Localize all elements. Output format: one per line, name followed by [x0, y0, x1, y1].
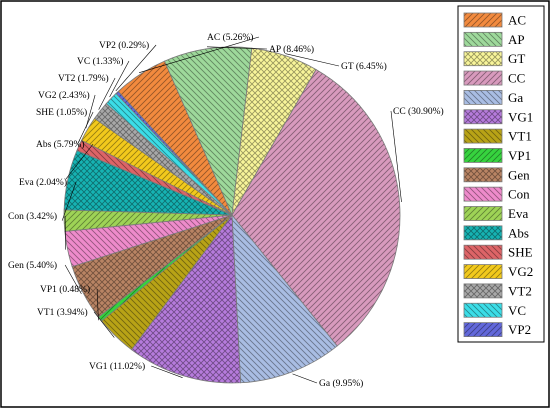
- slice-label-ap: AP (8.46%): [269, 44, 314, 55]
- legend-label-vp1: VP1: [508, 148, 531, 163]
- legend-label-con: Con: [508, 187, 530, 202]
- legend-label-ac: AC: [508, 13, 526, 28]
- callout-leader-cc: [390, 110, 402, 203]
- legend-swatch-vt1: [463, 128, 503, 144]
- callout-leader-con: [64, 215, 66, 250]
- legend-swatch-abs: [463, 225, 503, 241]
- legend-swatch-cc: [463, 70, 503, 86]
- legend: AC AP GT CC Ga VG1 VT1 VP1 Gen Con Eva Abs SHE VG2 VT2…: [457, 5, 545, 343]
- legend-label-gen: Gen: [508, 167, 530, 182]
- legend-swatch-gt: [463, 51, 503, 67]
- callout-leader-vg2: [85, 94, 96, 129]
- slice-label-vt1: VT1 (3.94%): [37, 307, 88, 318]
- slice-callouts: CC (30.90%) Ga (9.95%) VG1 (11.02%) VT1 (3.…: [8, 32, 444, 389]
- slice-label-gt: GT (6.45%): [341, 61, 387, 72]
- legend-label-vt2: VT2: [508, 283, 532, 298]
- callout-leader-ga: [292, 373, 318, 384]
- callout-leader-gen: [64, 264, 82, 295]
- slice-label-eva: Eva (2.04%): [19, 177, 67, 188]
- slice-label-vg2: VG2 (2.43%): [38, 90, 90, 101]
- legend-label-gt: GT: [508, 51, 525, 66]
- legend-label-cc: CC: [508, 71, 525, 86]
- legend-label-abs: Abs: [508, 225, 529, 240]
- legend-label-vg1: VG1: [508, 109, 533, 124]
- callout-leader-she: [77, 111, 94, 145]
- pie-slice-vg1: [130, 213, 242, 384]
- legend-label-ap: AP: [508, 32, 525, 47]
- legend-swatch-eva: [463, 206, 503, 221]
- legend-swatch-ap: [463, 31, 503, 47]
- slice-label-ac: AC (5.26%): [207, 32, 253, 43]
- slice-label-gen: Gen (5.40%): [8, 260, 57, 271]
- callout-leader-gt: [285, 53, 340, 67]
- callout-leader-vg1: [151, 365, 183, 378]
- callout-leader-vt1: [93, 311, 115, 338]
- legend-swatch-vp1: [463, 148, 503, 163]
- callout-leader-vp1: [96, 288, 99, 321]
- slice-label-ga: Ga (9.95%): [319, 378, 363, 389]
- legend-label-vc: VC: [508, 303, 526, 318]
- legend-swatch-vg1: [463, 109, 503, 125]
- callout-leader-eva: [61, 181, 77, 221]
- legend-swatch-ac: [463, 12, 503, 28]
- legend-swatch-vp2: [463, 322, 503, 338]
- slice-label-vc: VC (1.33%): [77, 56, 123, 67]
- callout-leader-vc: [109, 60, 130, 98]
- slice-label-abs: Abs (5.79%): [36, 139, 85, 150]
- callout-leader-abs: [65, 143, 94, 180]
- legend-swatch-vt2: [463, 283, 503, 299]
- callout-leader-ap: [206, 46, 268, 50]
- legend-swatch-vc: [463, 302, 503, 318]
- legend-label-vp2: VP2: [508, 322, 531, 337]
- callout-leader-vt2: [98, 77, 116, 110]
- slice-label-vt2: VT2 (1.79%): [58, 73, 109, 84]
- callout-leader-vp2: [115, 44, 157, 92]
- legend-label-vt1: VT1: [508, 129, 532, 144]
- pie-slice-cc: [231, 68, 401, 347]
- legend-swatch-she: [463, 244, 503, 260]
- callout-leader-ac: [139, 36, 260, 73]
- slice-label-cc: CC (30.90%): [393, 106, 444, 117]
- legend-swatch-vg2: [463, 264, 503, 279]
- legend-label-vg2: VG2: [508, 264, 533, 279]
- legend-swatch-con: [463, 186, 503, 202]
- slice-label-vp2: VP2 (0.29%): [99, 40, 149, 51]
- legend-label-she: SHE: [508, 245, 533, 260]
- slice-label-vg1: VG1 (11.02%): [89, 361, 145, 372]
- pie-slices: [63, 46, 401, 384]
- legend-swatch-ga: [463, 90, 503, 105]
- legend-label-ga: Ga: [508, 90, 523, 105]
- legend-label-eva: Eva: [508, 206, 528, 221]
- legend-swatch-gen: [463, 167, 503, 183]
- slice-label-con: Con (3.42%): [8, 211, 57, 222]
- slice-label-she: SHE (1.05%): [36, 107, 87, 118]
- pie-slice-ga: [231, 213, 338, 384]
- slice-label-vp1: VP1 (0.48%): [40, 284, 90, 295]
- pie-slice-ap: [164, 46, 253, 217]
